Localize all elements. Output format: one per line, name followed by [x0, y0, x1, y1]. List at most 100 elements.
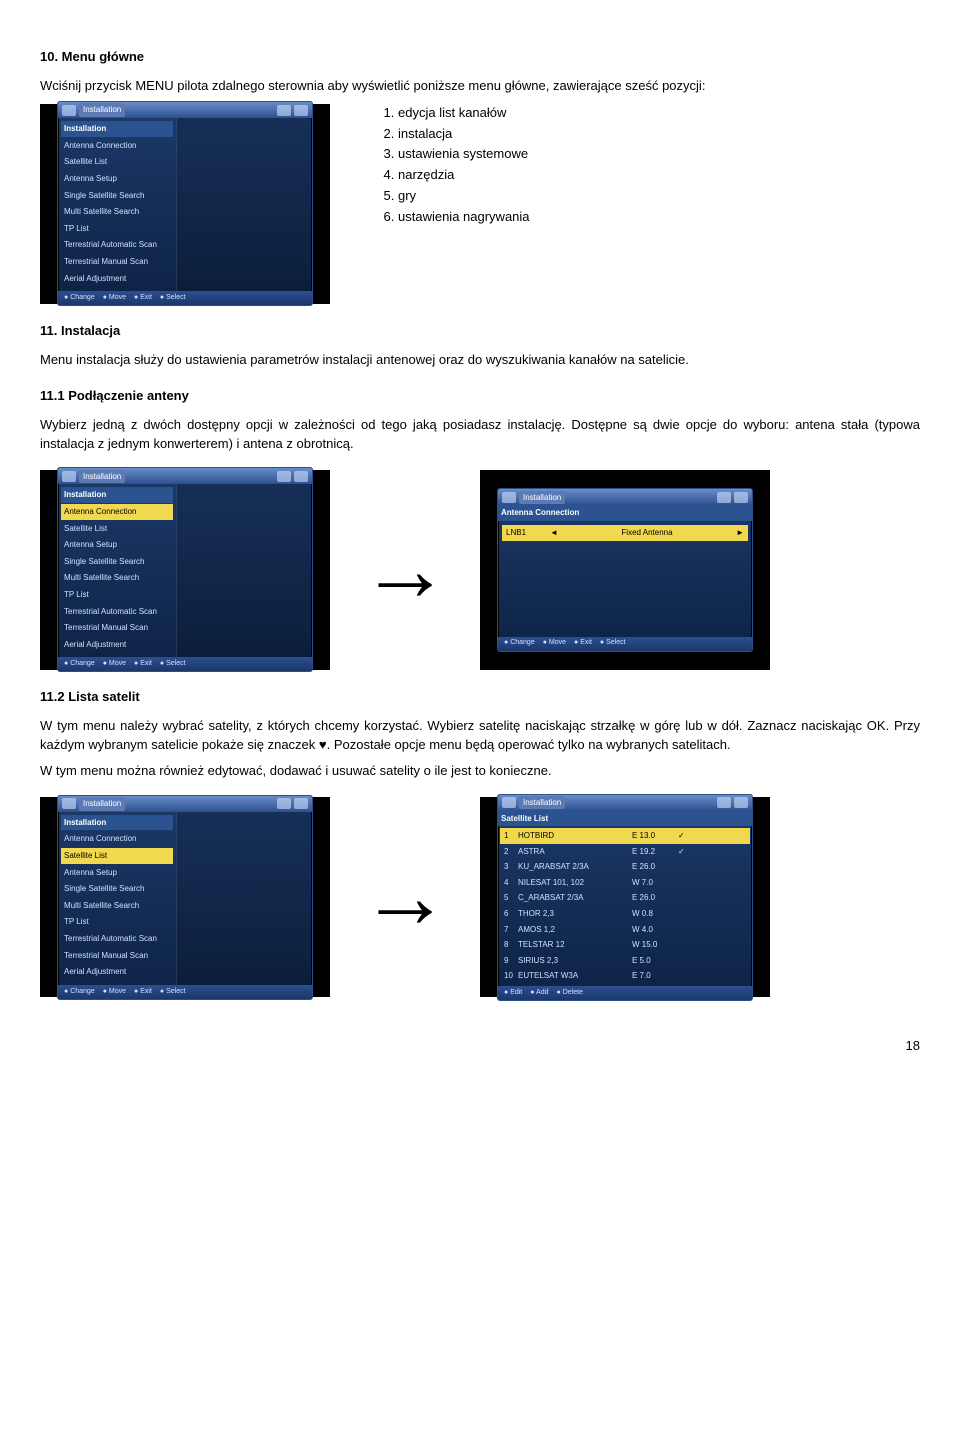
screenshot-sidebar: InstallationAntenna ConnectionSatellite … — [58, 118, 176, 291]
section-11-title: 11. Instalacja — [40, 322, 920, 341]
main-menu-list: edycja list kanałówinstalacjaustawienia … — [370, 104, 530, 229]
screenshot-footer: ChangeMoveExitSelect — [58, 657, 312, 671]
screenshot-titlebar: Installation — [58, 468, 312, 484]
satellite-row: 7AMOS 1,2W 4.0 — [500, 922, 750, 938]
footer-item: Move — [543, 638, 566, 648]
antenna-connection-header: Antenna Connection — [498, 505, 752, 521]
footer-item: Exit — [134, 987, 152, 997]
satellite-row: 10EUTELSAT W3AE 7.0 — [500, 968, 750, 984]
footer-item: Move — [103, 659, 126, 669]
screenshot-footer: Change Move Exit Select — [58, 985, 312, 999]
screenshot-footer: EditAddDelete — [498, 986, 752, 1000]
footer-item: Select — [160, 987, 186, 997]
footer-item: Change — [64, 659, 95, 669]
sidebar-item: Single Satellite Search — [61, 188, 173, 204]
footer-item: Move — [103, 293, 126, 303]
footer-item: Exit — [574, 638, 592, 648]
sidebar-item: Terrestrial Automatic Scan — [61, 931, 173, 947]
screenshot-body: InstallationAntenna ConnectionSatellite … — [58, 118, 312, 291]
antenna-connection-row: Installation InstallationAntenna Connect… — [40, 470, 920, 670]
footer-item: Delete — [557, 988, 583, 998]
sidebar-item: Multi Satellite Search — [61, 570, 173, 586]
section-10-title: 10. Menu główne — [40, 48, 920, 67]
page-number: 18 — [40, 1037, 920, 1056]
footer-item: Exit — [134, 293, 152, 303]
sidebar-item: Satellite List — [61, 848, 173, 864]
sidebar-item: Single Satellite Search — [61, 881, 173, 897]
sidebar-item: Antenna Connection — [61, 138, 173, 154]
arrow-icon: → — [360, 861, 450, 933]
screenshot-antenna-connection-detail: Installation Antenna Connection LNB1 ◄ F… — [480, 470, 770, 670]
section-11-body: Menu instalacja służy do ustawienia para… — [40, 351, 920, 370]
section-112-title: 11.2 Lista satelit — [40, 688, 920, 707]
footer-item: Exit — [134, 659, 152, 669]
screenshot-panel: Installation InstallationAntenna Connect… — [57, 101, 313, 306]
satellite-list-header: Satellite List — [498, 811, 752, 827]
section-112-body: W tym menu należy wybrać satelity, z któ… — [40, 717, 920, 755]
screenshot-sidebar: InstallationAntenna ConnectionSatellite … — [58, 812, 176, 985]
screenshot-footer: ChangeMoveExitSelect — [498, 637, 752, 651]
satellite-row: 1HOTBIRDE 13.0✓ — [500, 828, 750, 844]
sidebar-item: Satellite List — [61, 521, 173, 537]
sidebar-item: Single Satellite Search — [61, 554, 173, 570]
screenshot-footer: Change Move Exit Select — [58, 291, 312, 305]
sidebar-item: Antenna Setup — [61, 171, 173, 187]
titlebar-label: Installation — [79, 103, 125, 117]
satellite-list-rows: 1HOTBIRDE 13.0✓2ASTRAE 19.2✓3KU_ARABSAT … — [498, 826, 752, 986]
sidebar-item: Multi Satellite Search — [61, 204, 173, 220]
screenshot-content — [176, 118, 312, 291]
section-111-title: 11.1 Podłączenie anteny — [40, 387, 920, 406]
screenshot-titlebar: Installation — [58, 796, 312, 812]
sidebar-item: Terrestrial Manual Scan — [61, 620, 173, 636]
screenshot-titlebar: Installation — [498, 795, 752, 811]
main-menu-list-item: instalacja — [398, 125, 530, 144]
sidebar-item: Antenna Connection — [61, 504, 173, 520]
satellite-row: 5C_ARABSAT 2/3AE 26.0 — [500, 890, 750, 906]
sidebar-item: TP List — [61, 221, 173, 237]
arrow-icon: → — [360, 534, 450, 606]
main-menu-list-item: gry — [398, 187, 530, 206]
sidebar-item: Aerial Adjustment — [61, 964, 173, 980]
section-10-row: Installation InstallationAntenna Connect… — [40, 104, 920, 304]
titlebar-label: Installation — [79, 470, 125, 484]
satellite-row: 2ASTRAE 19.2✓ — [500, 844, 750, 860]
screenshot-main-menu: Installation InstallationAntenna Connect… — [40, 104, 330, 304]
footer-item: Add — [530, 988, 548, 998]
footer-item: Move — [103, 987, 126, 997]
sidebar-item: Installation — [61, 487, 173, 503]
sidebar-item: Antenna Connection — [61, 831, 173, 847]
main-menu-list-item: narzędzia — [398, 166, 530, 185]
footer-item: Select — [160, 293, 186, 303]
screenshot-titlebar: Installation — [58, 102, 312, 118]
satellite-row: 4NILESAT 101, 102W 7.0 — [500, 875, 750, 891]
main-menu-list-item: ustawienia systemowe — [398, 145, 530, 164]
footer-item: Change — [64, 987, 95, 997]
sidebar-item: Terrestrial Automatic Scan — [61, 237, 173, 253]
sidebar-item: Installation — [61, 121, 173, 137]
sidebar-item: Terrestrial Manual Scan — [61, 254, 173, 270]
sidebar-item: TP List — [61, 587, 173, 603]
sidebar-item: TP List — [61, 914, 173, 930]
main-menu-list-item: edycja list kanałów — [398, 104, 530, 123]
sidebar-item: Aerial Adjustment — [61, 271, 173, 287]
footer-item: Change — [64, 293, 95, 303]
sidebar-item: Installation — [61, 815, 173, 831]
sidebar-item: Antenna Setup — [61, 865, 173, 881]
chevron-left-icon: ◄ — [550, 527, 558, 539]
screenshot-install-satlist-hl: Installation InstallationAntenna Connect… — [40, 797, 330, 997]
sidebar-item: Satellite List — [61, 154, 173, 170]
sidebar-item: Terrestrial Manual Scan — [61, 948, 173, 964]
main-menu-list-item: ustawienia nagrywania — [398, 208, 530, 227]
screenshot-sidebar: InstallationAntenna ConnectionSatellite … — [58, 484, 176, 657]
sidebar-item: Antenna Setup — [61, 537, 173, 553]
section-10-intro: Wciśnij przycisk MENU pilota zdalnego st… — [40, 77, 920, 96]
screenshot-install-antenna-hl: Installation InstallationAntenna Connect… — [40, 470, 330, 670]
titlebar-label: Installation — [519, 796, 565, 810]
antenna-type-value: Fixed Antenna — [562, 527, 732, 539]
footer-item: Change — [504, 638, 535, 648]
lnb-label: LNB1 — [506, 527, 546, 539]
section-111-body: Wybierz jedną z dwóch dostępny opcji w z… — [40, 416, 920, 454]
satellite-row: 6THOR 2,3W 0.8 — [500, 906, 750, 922]
sidebar-item: Aerial Adjustment — [61, 637, 173, 653]
chevron-right-icon: ► — [736, 527, 744, 539]
